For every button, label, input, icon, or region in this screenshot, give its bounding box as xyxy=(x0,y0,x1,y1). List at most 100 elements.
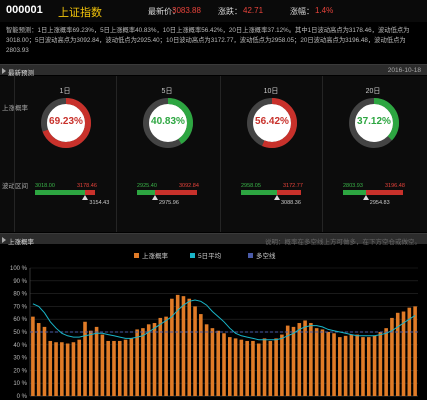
y-tick-label: 70 % xyxy=(13,304,27,310)
legend-swatch xyxy=(134,253,139,258)
period-title: 5日 xyxy=(161,88,173,95)
current-point-marker xyxy=(82,195,89,200)
probability-bar xyxy=(36,323,41,396)
up-probability-side-label: 上涨概率 xyxy=(2,105,28,112)
probability-ring xyxy=(349,98,399,148)
probability-bar xyxy=(199,314,203,396)
probability-ring xyxy=(41,98,91,148)
probability-chart: 上涨概率 5日平均 多空线 0 % 10 % 20 % 30 % 40 % 50 % 60 % 70… xyxy=(0,246,427,400)
probability-value: 40.83% xyxy=(151,116,185,127)
probability-bar xyxy=(187,298,192,396)
probability-bar xyxy=(193,306,197,396)
probability-bar xyxy=(222,333,226,396)
y-tick-label: 100 % xyxy=(10,266,28,272)
stock-name: 上证指数 xyxy=(58,7,102,19)
probability-bar xyxy=(326,332,331,396)
probability-bar xyxy=(262,338,267,396)
prediction-summary: 智能预测：1日上涨概率69.23%，5日上涨概率40.83%，10日上涨概率56… xyxy=(6,27,410,54)
range-bar-low xyxy=(241,190,277,195)
probability-bar xyxy=(71,342,76,396)
y-tick-label: 0 % xyxy=(17,394,28,400)
legend-label: 多空线 xyxy=(256,251,276,260)
change-label: 涨跌： xyxy=(218,7,242,16)
ring-fill xyxy=(247,98,297,148)
ring-fill xyxy=(349,98,399,148)
latest-price-label: 最新价： xyxy=(148,7,180,16)
probability-bar xyxy=(227,337,232,396)
y-tick-label: 50 % xyxy=(13,330,27,336)
probability-bar xyxy=(274,338,278,396)
y-tick-label: 80 % xyxy=(13,292,27,298)
range-low-value: 2925.40 xyxy=(137,183,157,189)
probability-bar xyxy=(401,311,406,396)
range-high-value: 3172.77 xyxy=(283,183,303,189)
probability-bar xyxy=(77,339,82,396)
probability-bar xyxy=(112,340,116,396)
probability-bar xyxy=(390,317,394,396)
stock-code: 000001 xyxy=(6,4,43,16)
probability-bar xyxy=(239,339,244,396)
legend-swatch xyxy=(190,253,195,258)
range-bar-low xyxy=(137,190,155,195)
probability-bar xyxy=(280,334,284,396)
range-bar-high xyxy=(277,190,301,195)
range-bar-high xyxy=(85,190,95,195)
range-side-label: 波动区间 xyxy=(2,183,28,190)
probability-bar xyxy=(170,298,174,396)
probability-bar xyxy=(372,335,377,396)
probability-bar xyxy=(291,326,296,396)
latest-price-value: 3083.88 xyxy=(172,6,201,15)
range-low-value: 2958.05 xyxy=(241,183,261,189)
probability-bar xyxy=(407,307,412,396)
y-tick-label: 10 % xyxy=(13,381,27,387)
probability-bar xyxy=(164,316,168,396)
collapse-arrow-icon[interactable] xyxy=(2,237,6,243)
current-point-value: 2954.83 xyxy=(369,200,390,206)
probability-bar xyxy=(395,312,400,396)
collapse-arrow-icon[interactable] xyxy=(2,68,6,74)
period-title: 20日 xyxy=(365,88,381,95)
chart-section-header[interactable]: 上涨概率 说明：概率在多空线上方可做多，在下方空仓或做空。 xyxy=(0,233,427,246)
probability-bar xyxy=(175,294,180,396)
probability-bar xyxy=(106,340,110,396)
probability-bar xyxy=(245,340,249,396)
probability-bar xyxy=(129,338,134,396)
y-tick-label: 90 % xyxy=(13,279,27,285)
current-point-value: 2975.96 xyxy=(159,200,179,206)
probability-bar xyxy=(338,337,342,396)
probability-bar xyxy=(268,340,273,396)
probability-bar xyxy=(146,324,151,396)
probability-bar xyxy=(343,335,348,396)
probability-bar xyxy=(181,296,186,396)
current-point-marker xyxy=(362,195,369,200)
range-high-value: 3178.46 xyxy=(77,183,97,189)
probability-bar xyxy=(65,343,70,396)
prediction-section-title: 最新预测 xyxy=(8,70,34,77)
probability-ring xyxy=(143,98,193,148)
y-tick-label: 60 % xyxy=(13,317,27,323)
chart-section-title: 上涨概率 xyxy=(8,239,34,246)
current-point-marker xyxy=(274,195,280,200)
prediction-section-header[interactable]: 最新预测 2016-10-18 xyxy=(0,64,427,77)
prediction-column: 5日 40.83% 2925.40 3092.84 2975.96 xyxy=(116,76,216,232)
legend-swatch xyxy=(248,253,253,258)
probability-bar xyxy=(31,316,35,396)
probability-bar xyxy=(355,334,359,396)
probability-bar xyxy=(42,326,47,396)
probability-bar xyxy=(216,330,221,396)
probability-bar xyxy=(297,323,302,396)
probability-bar xyxy=(378,332,383,396)
range-bar-low xyxy=(35,190,86,195)
period-title: 10日 xyxy=(263,88,279,95)
legend-label: 上涨概率 xyxy=(142,251,169,260)
change-pct-label: 涨幅： xyxy=(290,7,314,16)
range-high-value: 3092.84 xyxy=(179,183,199,189)
prediction-column: 1日 69.23% 3018.00 3178.46 3154.43 xyxy=(14,76,114,232)
probability-value: 56.42% xyxy=(255,116,289,127)
probability-bar xyxy=(94,326,99,396)
probability-bar xyxy=(152,323,157,396)
y-tick-label: 40 % xyxy=(13,343,27,349)
probability-bar xyxy=(123,339,128,396)
change-pct-value: 1.4% xyxy=(315,6,334,15)
probability-bar xyxy=(303,320,307,396)
